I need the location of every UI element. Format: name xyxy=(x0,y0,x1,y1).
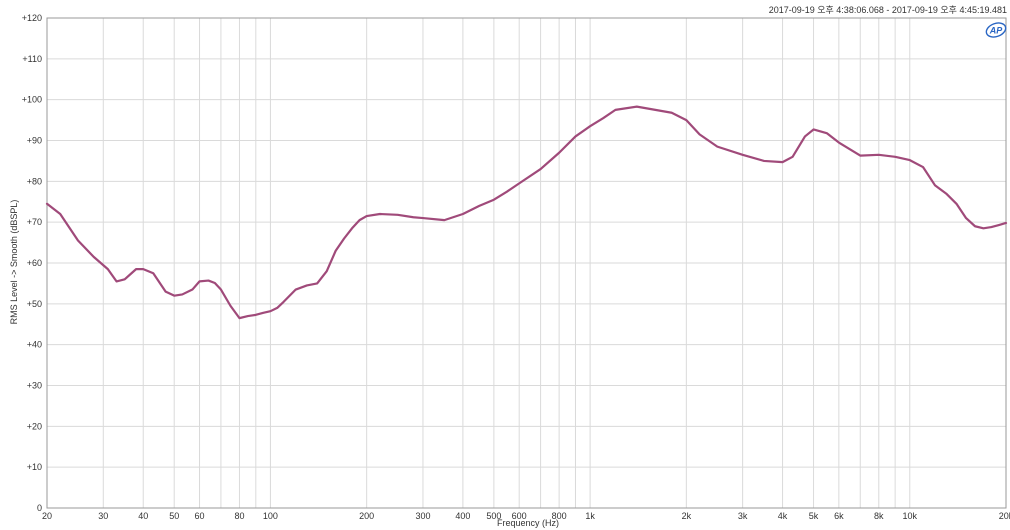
y-tick-label: +120 xyxy=(22,13,42,23)
x-tick-label: 400 xyxy=(455,511,470,521)
x-tick-label: 40 xyxy=(138,511,148,521)
plot-frame xyxy=(46,17,1007,509)
y-axis-label: RMS Level -> Smooth (dBSPL) xyxy=(9,200,19,325)
x-tick-label: 50 xyxy=(169,511,179,521)
x-tick-label: 2k xyxy=(682,511,692,521)
x-tick-label: 60 xyxy=(195,511,205,521)
y-tick-label: +40 xyxy=(27,340,42,350)
y-tick-label: +90 xyxy=(27,136,42,146)
y-tick-label: +50 xyxy=(27,299,42,309)
x-tick-label: 600 xyxy=(512,511,527,521)
y-tick-label: +110 xyxy=(22,54,42,64)
x-tick-label: 5k xyxy=(809,511,819,521)
x-tick-label: 200 xyxy=(359,511,374,521)
y-tick-label: +60 xyxy=(27,258,42,268)
ap-logo-text: AP xyxy=(989,26,1003,36)
rms-level-series-line xyxy=(45,105,1008,320)
x-tick-label: 6k xyxy=(834,511,844,521)
x-tick-label: 20k xyxy=(999,511,1010,521)
timestamp-range: 2017-09-19 오후 4:38:06.068 - 2017-09-19 오… xyxy=(769,5,1007,15)
x-axis-label: Frequency (Hz) xyxy=(497,518,559,528)
x-tick-label: 800 xyxy=(552,511,567,521)
y-tick-label: 0 xyxy=(37,503,42,513)
x-tick-label: 20 xyxy=(42,511,52,521)
y-tick-label: +100 xyxy=(22,95,42,105)
y-tick-label: +20 xyxy=(27,421,42,431)
ap-logo-icon: AP xyxy=(985,22,1007,38)
y-tick-label: +30 xyxy=(27,381,42,391)
x-tick-label: 30 xyxy=(98,511,108,521)
x-tick-label: 80 xyxy=(234,511,244,521)
x-tick-label: 500 xyxy=(486,511,501,521)
grid-layer xyxy=(46,17,1007,509)
x-tick-label: 4k xyxy=(778,511,788,521)
x-tick-label: 300 xyxy=(415,511,430,521)
x-tick-label: 8k xyxy=(874,511,884,521)
y-tick-label: +70 xyxy=(27,217,42,227)
y-tick-label: +80 xyxy=(27,176,42,186)
y-tick-label: +10 xyxy=(27,462,42,472)
series-layer xyxy=(45,105,1008,320)
x-tick-label: 10k xyxy=(903,511,918,521)
y-tick-labels: 0 +10 +20 +30 +40 +50 +60 +70 +80 +90 +100 +110 +120 xyxy=(22,13,42,513)
x-tick-label: 100 xyxy=(263,511,278,521)
x-tick-labels: 20 30 40 50 60 80 100 200 300 400 500 600 800 1k 2k 3k 4… xyxy=(42,511,1010,521)
x-tick-label: 3k xyxy=(738,511,748,521)
x-tick-label: 1k xyxy=(585,511,595,521)
